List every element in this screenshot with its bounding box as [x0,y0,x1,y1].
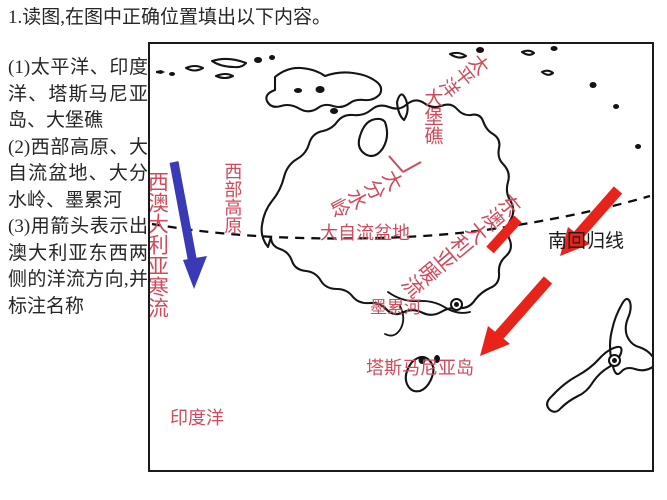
map-figure: 太平洋 大堡礁 大分水岭 西部高原 大自流盆地 墨累河 塔斯马尼亚岛 印度洋 西… [148,42,654,472]
west-australian-current-arrow [169,161,207,289]
island-shape [156,70,165,74]
murray-river-line [387,291,471,314]
nz-south-island [546,345,623,413]
page-title: 1.读图,在图中正确位置填出以下内容。 [8,7,332,28]
great-dividing-range-line [388,155,422,173]
australia-outline [260,99,515,316]
tropic-of-capricorn-line [151,194,651,240]
question-item-1: (1)太平洋、印度洋、塔斯马尼亚岛、大堡礁 [8,57,148,131]
map-drawing [151,46,652,413]
tasmania-outline [404,355,435,393]
east-australian-current-arrow-lower [480,276,553,356]
question-item-2: (2)西部高原、大自流盆地、大分水岭、墨累河 [8,136,148,211]
wellington-city-dot [608,354,621,367]
question-list: (1)太平洋、印度洋、塔斯马尼亚岛、大堡礁 (2)西部高原、大自流盆地、大分水岭… [8,55,148,320]
nz-north-island [608,297,652,376]
east-australian-current-arrow-upper [560,186,623,256]
question-item-3: (3)用箭头表示出澳大利亚东西两侧的洋流方向,并标注名称 [8,216,148,317]
east-australian-current-arrow-tail [486,215,522,254]
sydney-city-dot [450,298,463,311]
